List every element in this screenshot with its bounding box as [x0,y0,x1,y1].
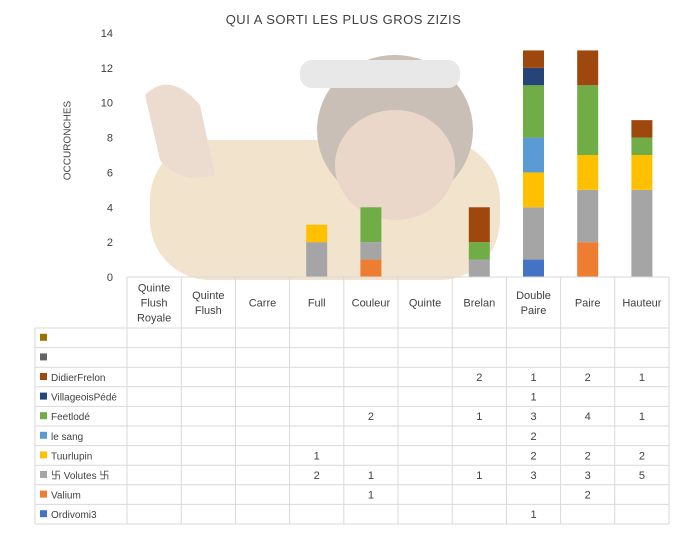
y-tick-label: 4 [107,202,113,214]
legend-label: Ordivomi3 [51,510,97,521]
table-value: 3 [530,470,536,482]
bar-segment [306,242,328,277]
x-tick-label: Brelan [463,298,495,310]
background-photo [145,55,500,280]
chart-title: QUI A SORTI LES PLUS GROS ZIZIS [225,12,462,27]
table-value: 1 [530,509,536,521]
y-tick-label: 12 [101,63,113,75]
background-face [335,110,455,220]
table-value: 4 [585,411,591,423]
bar-segment [523,67,544,86]
table-value: 2 [639,450,645,462]
legend-swatch [40,471,47,478]
bar-segment [523,137,544,173]
table-value: 2 [585,372,591,384]
legend-label: DidierFrelon [51,373,105,384]
y-tick-label: 0 [107,272,113,284]
bar-segment [631,155,653,190]
table-value: 2 [368,411,374,423]
table-value: 1 [639,372,645,384]
bar-segment [523,172,544,208]
table-value: 1 [476,411,482,423]
table-value: 1 [476,470,482,482]
x-tick-label: Full [308,298,326,310]
bar-segment [468,259,490,277]
legend-swatch [40,510,47,518]
x-tick-label: Double Paire [516,290,551,317]
x-tick-label: Quinte Flush Royale [137,283,171,325]
legend-swatch [40,392,47,400]
bar-segment [360,207,382,243]
bar-segment [523,207,544,260]
table-value: 2 [530,450,536,462]
x-tick-label: Hauteur [622,298,661,310]
table-value: 1 [530,372,536,384]
table-value: 1 [368,470,374,482]
legend-swatch [40,353,47,361]
table-value: 1 [314,450,320,462]
table-value: 2 [314,470,320,482]
bar-segment [523,50,544,68]
bar-segment [468,207,490,243]
legend-label: Feetlodé [51,412,90,423]
background-blur [300,60,460,88]
bar-segment [360,259,382,277]
y-tick-label: 2 [107,237,113,249]
table-value: 2 [585,490,591,502]
table-value: 2 [585,450,591,462]
legend-swatch [40,451,47,459]
x-tick-label: Couleur [352,298,391,310]
bar-segment [631,120,653,138]
table-value: 2 [530,431,536,443]
background-hand [145,84,215,178]
legend-swatch [40,373,47,380]
legend-swatch [40,412,47,420]
x-tick-label: Quinte Flush [192,290,224,317]
bar-segment [306,224,328,243]
background-shirt [150,140,500,280]
table-value: 3 [585,470,591,482]
y-tick-label: 8 [107,133,113,145]
x-tick-label: Paire [575,298,601,310]
x-tick-label: Quinte [409,298,441,310]
y-tick-label: 10 [101,98,113,110]
bar-segment [360,242,382,260]
table-value: 2 [476,372,482,384]
legend-label: Valium [51,491,81,502]
bar-segment [468,242,490,260]
table-value: 1 [639,411,645,423]
legend-swatch [40,333,47,341]
table-value: 1 [368,490,374,502]
table-value: 1 [530,392,536,404]
background-hair [317,55,473,205]
legend-swatch [40,490,47,498]
y-tick-label: 14 [101,28,113,40]
legend-swatch [40,431,47,439]
bar-segment [631,137,653,155]
bar-segment [577,242,599,277]
x-tick-label: Carre [249,298,277,310]
bar-segment [577,50,599,86]
table-value: 5 [639,470,645,482]
bar-segment [523,259,544,277]
legend-label: Tuurlupin [51,451,92,462]
bar-segment [577,189,599,243]
bar-segment [631,189,653,277]
table-value: 3 [530,411,536,423]
bar-segment [523,85,544,138]
legend-label: VillageoisPédé [51,393,117,404]
bar-segment [577,85,599,155]
legend-label: le sang [51,432,83,443]
legend-label: 卐 Volutes 卐 [51,470,109,482]
bar-segment [577,155,599,190]
y-tick-label: 6 [107,167,113,179]
